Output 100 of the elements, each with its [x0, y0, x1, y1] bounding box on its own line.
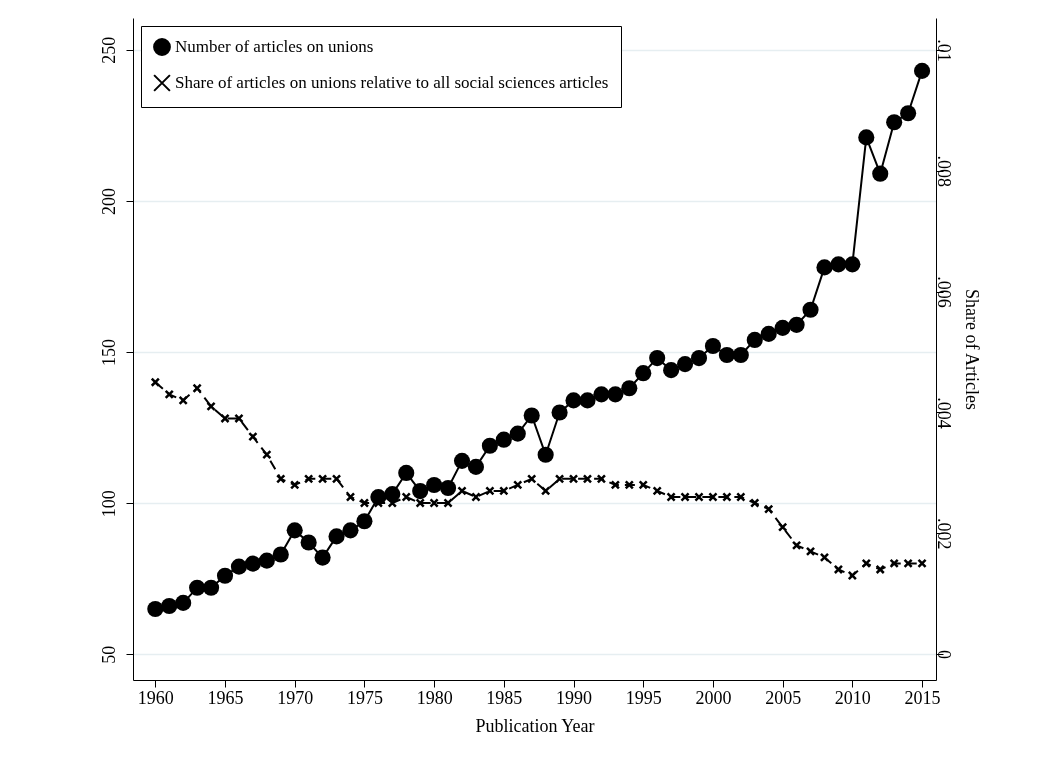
point	[666, 492, 676, 502]
point	[596, 474, 607, 484]
point	[206, 401, 216, 412]
point	[816, 259, 833, 276]
point	[847, 570, 858, 581]
point	[610, 480, 621, 490]
y-tick-label: 100	[98, 490, 119, 518]
point	[903, 558, 913, 569]
point	[234, 413, 244, 424]
y2-tick-label: 0	[933, 650, 954, 660]
x-tick-label: 1965	[207, 687, 244, 708]
point	[635, 365, 652, 382]
point	[485, 486, 495, 496]
point	[718, 347, 735, 364]
point	[331, 474, 342, 484]
point	[495, 431, 512, 448]
point	[426, 476, 443, 494]
point	[248, 431, 258, 442]
point	[509, 425, 526, 442]
y2-tick-label: .008	[933, 155, 954, 188]
point	[526, 474, 537, 484]
x-tick-label: 2005	[765, 687, 802, 708]
point	[886, 114, 903, 131]
point	[805, 546, 816, 557]
point	[568, 474, 579, 484]
point	[453, 452, 471, 469]
point	[175, 594, 192, 611]
point	[384, 486, 401, 503]
point	[788, 316, 805, 333]
point	[704, 337, 722, 355]
y2-tick-label: .004	[933, 397, 954, 429]
y2-axis-title: Share of Articles	[961, 289, 982, 410]
point	[457, 486, 467, 496]
point	[216, 567, 234, 584]
y-tick-label: 200	[98, 187, 119, 215]
point	[554, 474, 565, 484]
x-tick-label: 1960	[137, 687, 174, 708]
point	[440, 480, 457, 497]
legend-label: Share of articles on unions relative to all social sciences articles	[175, 73, 609, 92]
point	[398, 464, 415, 481]
point	[844, 256, 861, 273]
point	[401, 492, 412, 502]
x-tick-label: 1975	[346, 687, 383, 708]
point	[732, 347, 749, 364]
point	[467, 458, 485, 475]
point	[471, 492, 481, 502]
point	[579, 392, 596, 409]
y2-tick-label: .002	[933, 517, 954, 550]
x-tick-label: 2000	[695, 687, 732, 708]
point	[551, 404, 568, 421]
point	[317, 474, 328, 484]
point	[582, 474, 593, 484]
point	[690, 350, 708, 367]
point	[652, 486, 662, 496]
point	[147, 600, 164, 618]
point	[345, 492, 356, 502]
point	[889, 558, 899, 569]
point	[680, 492, 690, 502]
point	[443, 498, 453, 508]
point	[289, 480, 300, 490]
point	[275, 474, 286, 484]
point	[774, 319, 791, 336]
point	[607, 386, 624, 403]
point	[230, 558, 248, 575]
point	[328, 528, 345, 545]
point	[286, 522, 303, 539]
point	[749, 498, 760, 508]
point	[359, 498, 370, 508]
point	[663, 362, 680, 379]
x-axis-title: Publication Year	[475, 715, 595, 736]
x-tick-label: 1970	[277, 687, 314, 708]
point	[875, 564, 886, 575]
y-tick-label: 50	[98, 645, 119, 664]
point	[244, 555, 261, 572]
point	[694, 492, 704, 502]
point	[342, 522, 359, 539]
point	[708, 492, 718, 502]
legend-label: Number of articles on unions	[175, 37, 374, 56]
point	[833, 564, 844, 575]
point	[540, 486, 551, 496]
point	[499, 486, 509, 496]
point	[258, 552, 275, 569]
x-tick-label: 1980	[416, 687, 453, 708]
point	[649, 350, 666, 367]
point	[415, 498, 425, 508]
point	[262, 449, 272, 460]
point	[763, 504, 774, 514]
point	[746, 331, 763, 348]
point	[300, 534, 317, 551]
x-tick-label: 2010	[834, 687, 871, 708]
point	[722, 492, 732, 502]
point	[830, 256, 847, 273]
point	[429, 498, 439, 508]
point	[861, 558, 872, 569]
point	[164, 389, 175, 400]
point	[537, 446, 554, 463]
point	[512, 480, 523, 490]
point	[481, 437, 498, 454]
x-tick-label: 1990	[556, 687, 593, 708]
point	[760, 325, 777, 342]
